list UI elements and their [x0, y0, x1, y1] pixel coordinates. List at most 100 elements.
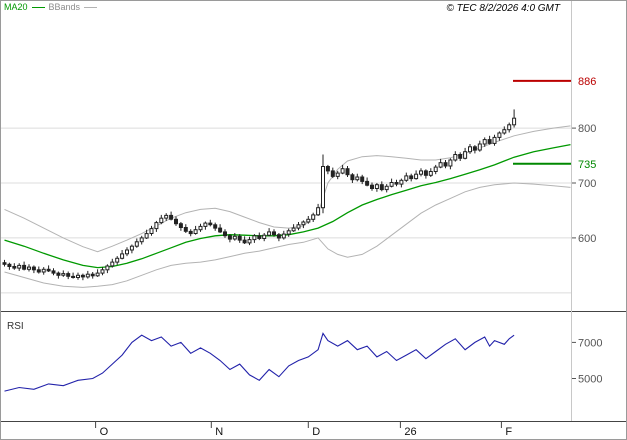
bollinger-upper-line [4, 125, 571, 253]
candle-body [316, 207, 321, 216]
candle-body [149, 228, 154, 235]
candle-body [71, 275, 76, 278]
candle-body [296, 224, 301, 229]
candle-body [125, 249, 129, 255]
candle-body [193, 229, 198, 234]
candle-body [95, 272, 100, 277]
price-tick-label: 600 [578, 233, 596, 245]
candle-body [183, 227, 188, 232]
candle-body [252, 235, 257, 241]
candle-body [414, 173, 419, 180]
ma20-legend-label: MA20 [4, 2, 28, 12]
candle-body [276, 234, 281, 239]
candle-body [345, 168, 350, 176]
candle-body [350, 174, 355, 181]
candle-body [178, 223, 183, 228]
candle-body [394, 182, 399, 185]
rsi-panel-label: RSI [7, 321, 24, 332]
candle-body [188, 230, 193, 235]
candle-body [472, 146, 477, 151]
candle-body [477, 143, 482, 151]
candle-body [448, 159, 453, 167]
candle-body [164, 214, 169, 219]
bbands-legend-label: BBands [48, 2, 81, 12]
candle-body [404, 175, 409, 181]
candle-body [286, 230, 291, 235]
rsi-tick-label: 7000 [578, 337, 602, 349]
candle-body [36, 269, 41, 273]
resistance-level-label: 886 [578, 76, 596, 88]
candle-body [360, 176, 365, 182]
x-axis-tick-label: O [100, 426, 109, 438]
candle-body [76, 274, 80, 278]
candle-body [227, 235, 232, 240]
candle-body [41, 268, 46, 273]
candle-body [139, 237, 144, 243]
candle-body [291, 227, 296, 232]
x-axis-tick-label: D [312, 426, 320, 438]
candle-body [399, 179, 404, 185]
candle-body [31, 266, 36, 271]
ma20-line [4, 143, 571, 269]
candle-body [262, 234, 267, 239]
candle-body [169, 214, 174, 220]
x-axis-tick-label: F [505, 426, 512, 438]
candle-body [365, 180, 370, 186]
candle-body [419, 170, 423, 175]
candle-body [203, 222, 208, 227]
candle-body [257, 235, 262, 240]
candle-body [272, 231, 276, 236]
candle-body [232, 235, 237, 240]
candle-body [374, 184, 379, 189]
candle-body [438, 162, 443, 168]
candle-body [159, 217, 164, 224]
candle-body [2, 262, 7, 265]
candle-body [213, 224, 218, 229]
candle-body [423, 170, 428, 176]
candle-body [61, 273, 66, 276]
rsi-line [4, 332, 515, 392]
candle-body [335, 172, 340, 177]
candle-body [100, 269, 105, 274]
candle-body [27, 266, 31, 270]
candle-body [22, 264, 27, 270]
candle-body [355, 176, 360, 181]
candle-body [458, 154, 463, 159]
candle-body [267, 231, 272, 236]
candle-body [389, 182, 394, 187]
candle-body [443, 162, 448, 167]
candle-body [237, 235, 242, 241]
candle-body [46, 268, 51, 272]
candle-body [12, 266, 17, 269]
candle-body [56, 272, 61, 276]
candle-body [409, 175, 414, 180]
candle-body [281, 233, 286, 239]
candle-body [502, 129, 507, 134]
candle-body [468, 146, 472, 153]
candle-body [512, 117, 517, 126]
candle-body [51, 270, 56, 274]
candle-body [110, 261, 115, 267]
candle-body [85, 273, 90, 278]
x-axis-tick-label: 26 [404, 426, 416, 438]
candle-body [321, 166, 325, 209]
rsi-tick-label: 5000 [578, 374, 602, 386]
candle-body [174, 218, 178, 225]
candle-body [66, 273, 71, 277]
candle-body [325, 166, 330, 172]
candle-body [482, 139, 487, 145]
candle-body [463, 151, 468, 159]
x-axis-tick-label: N [215, 426, 223, 438]
candle-body [105, 265, 110, 271]
candle-body [370, 184, 374, 189]
candle-body [80, 274, 85, 278]
candle-body [218, 227, 223, 233]
candle-body [487, 139, 492, 144]
candle-body [120, 253, 125, 259]
price-tick-label: 700 [578, 178, 596, 190]
candle-body [198, 225, 203, 231]
bbands-line-swatch [84, 7, 98, 8]
candle-body [90, 273, 95, 277]
